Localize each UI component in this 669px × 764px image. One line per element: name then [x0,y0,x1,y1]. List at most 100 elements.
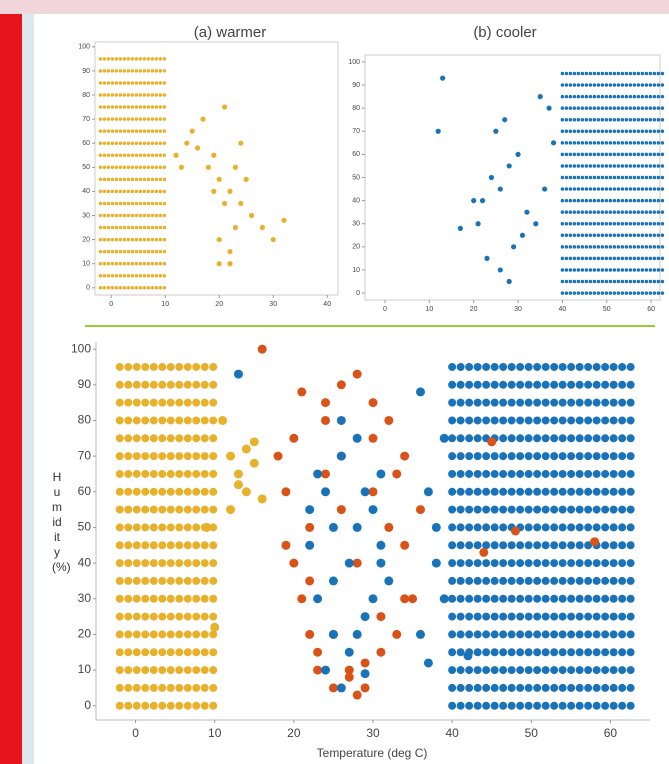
y-tick-label: 70 [82,116,90,123]
y-tick-label: 100 [71,341,91,355]
y-tick-label: 50 [78,520,92,534]
y-tick-label: 50 [82,164,90,171]
point [281,487,290,496]
x-tick-label: 0 [383,306,387,313]
point [226,452,235,461]
point [179,165,184,170]
point [313,648,322,657]
point [238,141,243,146]
point [206,165,211,170]
point [337,505,346,514]
point [305,576,314,585]
x-tick-label: 50 [603,306,611,313]
point [313,469,322,478]
x-tick-label: 40 [323,301,331,308]
point [227,249,232,254]
point [190,129,195,134]
point [337,683,346,692]
point [234,480,243,489]
point [440,434,449,443]
point [384,523,393,532]
red-strip [0,0,22,764]
point [329,576,338,585]
point [222,104,227,109]
x-tick-label: 0 [132,726,139,740]
point [184,141,189,146]
point [533,221,538,226]
point [313,594,322,603]
point [217,177,222,182]
x-tick-label: 20 [287,726,301,740]
point [376,648,385,657]
x-tick-label: 60 [604,726,618,740]
point [281,541,290,550]
point [305,505,314,514]
y-tick-label: 80 [82,92,90,99]
point [369,487,378,496]
point [489,175,494,180]
point [361,487,370,496]
point [218,416,227,425]
y-tick-label: 70 [78,448,92,462]
x-tick-label: 20 [470,306,478,313]
chart-title: (a) warmer [194,24,267,41]
y-tick-label: 20 [352,244,360,251]
y-tick-label: 20 [82,236,90,243]
y-axis-label: Humidity (%) [52,470,62,575]
point [234,469,243,478]
point [337,380,346,389]
point [361,658,370,667]
point [195,145,200,150]
point [471,198,476,203]
point [369,434,378,443]
point [416,387,425,396]
point [590,537,599,546]
point [258,345,267,354]
x-tick-label: 40 [445,726,459,740]
y-tick-label: 0 [84,698,91,712]
x-tick-label: 40 [559,306,567,313]
point [281,218,286,223]
point [234,370,243,379]
chart-title: (b) cooler [473,24,536,41]
point [297,594,306,603]
y-tick-label: 100 [348,59,360,66]
y-tick-label: 30 [352,221,360,228]
x-tick-label: 60 [647,306,655,313]
point [305,523,314,532]
y-tick-label: 90 [82,68,90,75]
y-tick-label: 20 [78,627,92,641]
point [493,129,498,134]
x-tick-label: 10 [208,726,222,740]
point [484,256,489,261]
point [210,623,219,632]
point [479,548,488,557]
point [498,267,503,272]
point [507,279,512,284]
point [515,152,520,157]
point [226,505,235,514]
point [520,233,525,238]
point [329,523,338,532]
y-tick-label: 70 [352,128,360,135]
point [400,541,409,550]
x-tick-label: 10 [161,301,169,308]
point [400,594,409,603]
point [321,416,330,425]
point [297,387,306,396]
point [200,117,205,122]
point [392,469,401,478]
point [329,630,338,639]
y-tick-label: 90 [352,82,360,89]
point [376,612,385,621]
point [222,201,227,206]
point [173,153,178,158]
slide: (a) warmer (b) cooler Temperature (deg C… [0,0,669,764]
point [321,469,330,478]
y-tick-label: 30 [82,212,90,219]
point [321,398,330,407]
point [250,459,259,468]
point [260,225,265,230]
point [353,691,362,700]
y-tick-label: 80 [352,105,360,112]
